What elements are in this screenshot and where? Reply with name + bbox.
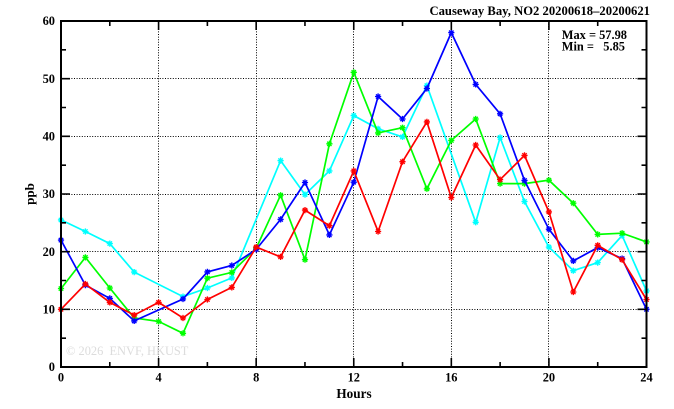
svg-text:© 2026 ENVF, HKUST: © 2026 ENVF, HKUST xyxy=(66,344,189,358)
svg-text:Max = 57.98: Max = 57.98 xyxy=(562,28,627,42)
svg-text:Hours: Hours xyxy=(336,386,371,401)
svg-text:20: 20 xyxy=(543,371,555,385)
svg-text:8: 8 xyxy=(253,371,259,385)
svg-text:0: 0 xyxy=(49,360,55,374)
svg-text:ppb: ppb xyxy=(22,183,37,205)
svg-text:40: 40 xyxy=(43,129,55,143)
svg-text:30: 30 xyxy=(43,187,55,201)
svg-text:12: 12 xyxy=(348,371,360,385)
svg-text:60: 60 xyxy=(43,14,55,28)
svg-text:Min = 5.85: Min = 5.85 xyxy=(562,40,625,54)
svg-text:50: 50 xyxy=(43,72,55,86)
svg-text:20: 20 xyxy=(43,245,55,259)
svg-text:4: 4 xyxy=(155,371,161,385)
svg-text:16: 16 xyxy=(445,371,457,385)
svg-text:10: 10 xyxy=(43,302,55,316)
svg-text:0: 0 xyxy=(58,371,64,385)
svg-text:Causeway Bay, NO2 20200618–202: Causeway Bay, NO2 20200618–20200621 xyxy=(429,4,650,18)
svg-text:24: 24 xyxy=(640,371,652,385)
